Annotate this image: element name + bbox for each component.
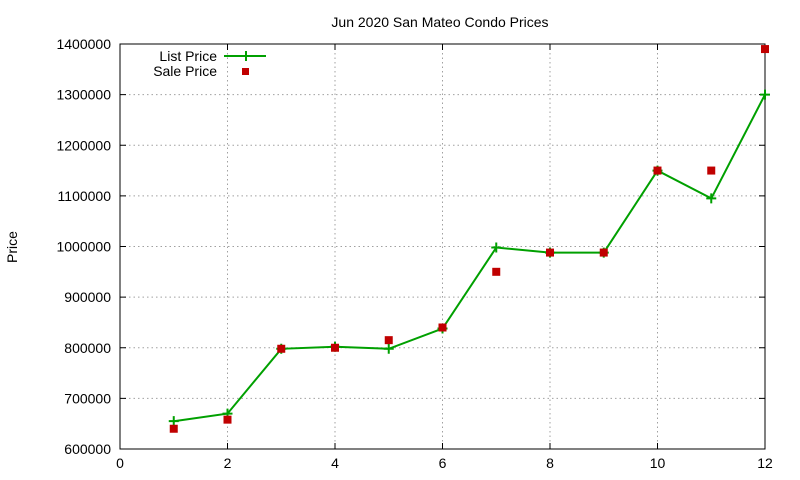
list-price-point — [706, 193, 717, 204]
x-tick-label: 6 — [439, 455, 447, 471]
legend-label-list-price: List Price — [159, 48, 217, 64]
sale-price-point — [384, 336, 393, 345]
y-tick-label: 1100000 — [58, 188, 112, 204]
legend-label-sale-price: Sale Price — [153, 63, 217, 79]
sale-price-point — [223, 415, 232, 424]
sale-price-point — [707, 166, 716, 175]
y-tick-label: 700000 — [64, 390, 111, 406]
legend-marker-list-price — [241, 51, 251, 61]
x-tick-label: 0 — [116, 455, 124, 471]
x-tick-label: 10 — [650, 455, 666, 471]
series-layer — [168, 45, 770, 433]
sale-price-point — [653, 166, 662, 175]
sale-price-point — [438, 323, 447, 332]
legend: List Price Sale Price — [153, 48, 266, 79]
x-tick-label: 12 — [757, 455, 773, 471]
grid-layer — [120, 44, 765, 449]
y-tick-label: 800000 — [64, 340, 111, 356]
sale-price-point — [169, 424, 178, 433]
y-tick-label: 600000 — [64, 441, 111, 457]
sale-price-point — [599, 248, 608, 257]
y-tick-label: 1300000 — [56, 87, 111, 103]
x-tick-label: 2 — [224, 455, 232, 471]
x-tick-label: 8 — [546, 455, 554, 471]
x-tick-label: 4 — [331, 455, 339, 471]
list-price-point — [760, 89, 770, 100]
list-price-point — [383, 343, 394, 354]
y-tick-label: 1400000 — [56, 36, 111, 52]
y-tick-label: 900000 — [64, 289, 111, 305]
sale-price-point — [331, 343, 339, 352]
chart-title: Jun 2020 San Mateo Condo Prices — [331, 14, 548, 30]
list-price-line — [173, 94, 766, 423]
sale-price-point — [546, 248, 554, 257]
list-price-point — [491, 242, 502, 253]
series-0 — [168, 89, 770, 427]
y-tick-label: 1200000 — [56, 137, 111, 153]
y-axis-label: Price — [4, 231, 20, 263]
legend-marker-sale-price — [242, 68, 249, 75]
tick-layer: 0 2 4 6 8 10 12 600000 700000 800000 900000 1000000… — [56, 36, 773, 471]
sale-price-point — [761, 45, 769, 54]
sale-price-point — [277, 344, 286, 353]
list-price-point — [168, 416, 179, 427]
series-1 — [169, 45, 769, 433]
sale-price-point — [492, 267, 501, 276]
y-tick-label: 1000000 — [56, 239, 111, 255]
